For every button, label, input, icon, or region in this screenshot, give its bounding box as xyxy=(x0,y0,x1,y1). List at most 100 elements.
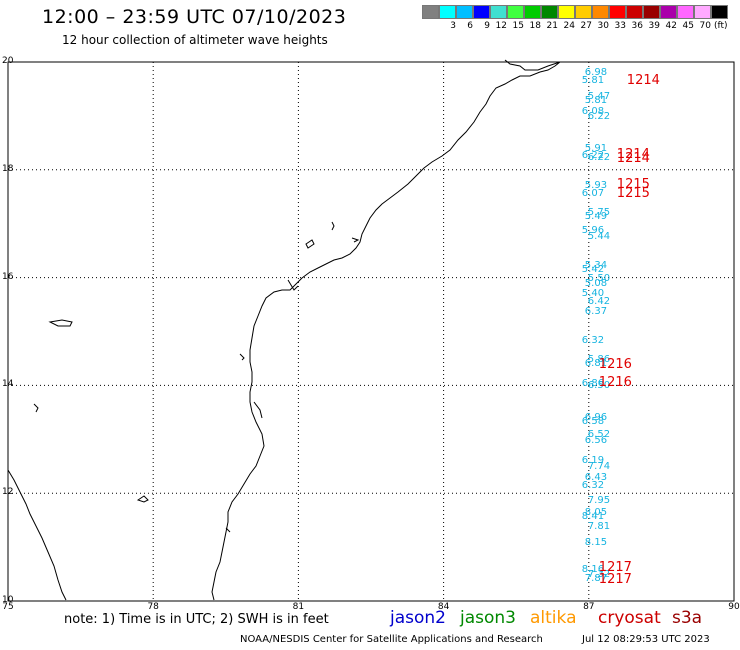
wave-height-value: 6.42 xyxy=(587,295,611,307)
wave-height-value: 6.19 xyxy=(581,454,605,466)
wave-height-value: 7.95 xyxy=(587,495,611,507)
wave-height-value: 5.91 xyxy=(584,143,608,155)
island-1 xyxy=(48,319,73,327)
page-title: 12:00 – 23:59 UTC 07/10/2023 xyxy=(42,6,347,28)
scale-swatch xyxy=(490,5,507,19)
wave-height-value: 5.86 xyxy=(587,353,611,365)
scale-swatch xyxy=(456,5,473,19)
island-10 xyxy=(225,527,231,533)
wave-height-value: 6.50 xyxy=(587,380,611,392)
color-scale-labels: 3 6 9 12 15 18 21 24 27 30 33 36 39 42 45 70 xyxy=(422,21,728,31)
satellite-legend-item: s3a xyxy=(672,608,703,628)
wave-height-value: 5.49 xyxy=(584,211,608,223)
scale-label: 36 xyxy=(631,21,643,31)
pass-number-label: 1214 xyxy=(616,146,650,162)
x-tick-label: 81 xyxy=(292,602,305,612)
wave-height-value: 6.32 xyxy=(581,480,605,492)
scale-label: 27 xyxy=(580,21,592,31)
coastline xyxy=(7,59,561,601)
map-grid xyxy=(8,62,734,601)
wave-height-value: 6.86 xyxy=(581,378,605,390)
scale-label: 45 xyxy=(682,21,694,31)
x-tick-label: 90 xyxy=(728,602,740,612)
island-7 xyxy=(287,279,299,291)
scale-swatch xyxy=(694,5,711,19)
x-tick-label: 78 xyxy=(147,602,159,612)
color-scale xyxy=(422,5,728,19)
scale-swatch xyxy=(609,5,626,19)
wave-height-value: 6.52 xyxy=(587,428,611,440)
coastline-west xyxy=(7,469,67,601)
page-subtitle: 12 hour collection of altimeter wave hei… xyxy=(62,33,328,47)
scale-label: 42 xyxy=(665,21,677,31)
wave-height-value: 5.81 xyxy=(584,95,608,107)
scale-swatch xyxy=(507,5,524,19)
wave-height-value: 5.40 xyxy=(581,287,605,299)
y-tick-label: 14 xyxy=(2,379,14,390)
pass-number-label: 1215 xyxy=(616,176,650,192)
wave-height-value: 8.05 xyxy=(584,507,608,519)
satellite-legend-item: jason3 xyxy=(460,608,516,628)
color-scale-unit: (ft) xyxy=(714,21,728,31)
pass-number-label: 1216 xyxy=(598,375,632,391)
scale-swatch xyxy=(541,5,558,19)
pass-number-label: 1217 xyxy=(598,571,632,587)
scale-swatch xyxy=(626,5,643,19)
island-2 xyxy=(136,495,149,503)
scale-label: 18 xyxy=(529,21,541,31)
wave-height-value: 6.81 xyxy=(584,357,608,369)
wave-height-value: 6.37 xyxy=(584,305,608,317)
scale-swatch xyxy=(473,5,490,19)
scale-label: 33 xyxy=(614,21,626,31)
x-tick-label: 87 xyxy=(583,602,595,612)
wave-height-value: 5.96 xyxy=(581,224,605,236)
footer-generated-time: Jul 12 08:29:53 UTC 2023 xyxy=(582,634,710,645)
y-tick-label: 12 xyxy=(2,487,14,498)
wave-height-value: 6.98 xyxy=(584,66,608,78)
wave-height-value: 5.50 xyxy=(587,273,611,285)
island-6 xyxy=(351,237,360,243)
wave-height-value: 8.15 xyxy=(584,537,608,549)
satellite-legend-item: altika xyxy=(530,608,577,628)
scale-label: 12 xyxy=(495,21,507,31)
map-frame xyxy=(7,61,735,602)
scale-label: 6 xyxy=(467,21,473,31)
scale-label: 24 xyxy=(563,21,575,31)
wave-height-value: 5.08 xyxy=(584,278,608,290)
island-9 xyxy=(239,353,245,361)
scale-swatch xyxy=(660,5,677,19)
pass-number-label: 1216 xyxy=(598,356,632,372)
scale-label: 70 xyxy=(699,21,711,31)
wave-height-value: 5.81 xyxy=(581,74,605,86)
scale-label: 30 xyxy=(597,21,609,31)
wave-height-value: 5.44 xyxy=(587,231,611,243)
scale-swatch xyxy=(643,5,660,19)
scale-swatch xyxy=(524,5,541,19)
wave-height-value: 5.47 xyxy=(587,91,611,103)
wave-height-value: 5.34 xyxy=(584,259,608,271)
scale-swatch xyxy=(575,5,592,19)
wave-height-value: 6.58 xyxy=(581,415,605,427)
scale-label: 15 xyxy=(512,21,524,31)
wave-height-value: 5.93 xyxy=(584,179,608,191)
wave-height-value: 6.96 xyxy=(584,411,608,423)
x-tick-label: 75 xyxy=(2,602,14,612)
pass-number-label: 1215 xyxy=(616,185,650,201)
scale-label: 21 xyxy=(546,21,558,31)
wave-height-value: 5.75 xyxy=(587,206,611,218)
wave-height-value: 7.32 xyxy=(587,568,611,580)
wave-height-value: 6.08 xyxy=(581,105,605,117)
scale-swatch xyxy=(592,5,609,19)
y-tick-label: 18 xyxy=(2,163,14,174)
wave-height-value: 6.22 xyxy=(587,151,611,163)
satellite-legend-item: cryosat xyxy=(598,608,661,628)
wave-height-value: 6.43 xyxy=(584,472,608,484)
y-tick-label: 20 xyxy=(2,56,14,66)
wave-height-value: 6.22 xyxy=(581,149,605,161)
island-5 xyxy=(331,221,335,231)
wave-height-value: 8.16 xyxy=(581,564,605,576)
wave-height-value: 6.07 xyxy=(581,188,605,200)
scale-swatch xyxy=(558,5,575,19)
wave-height-value: 6.22 xyxy=(587,110,611,122)
